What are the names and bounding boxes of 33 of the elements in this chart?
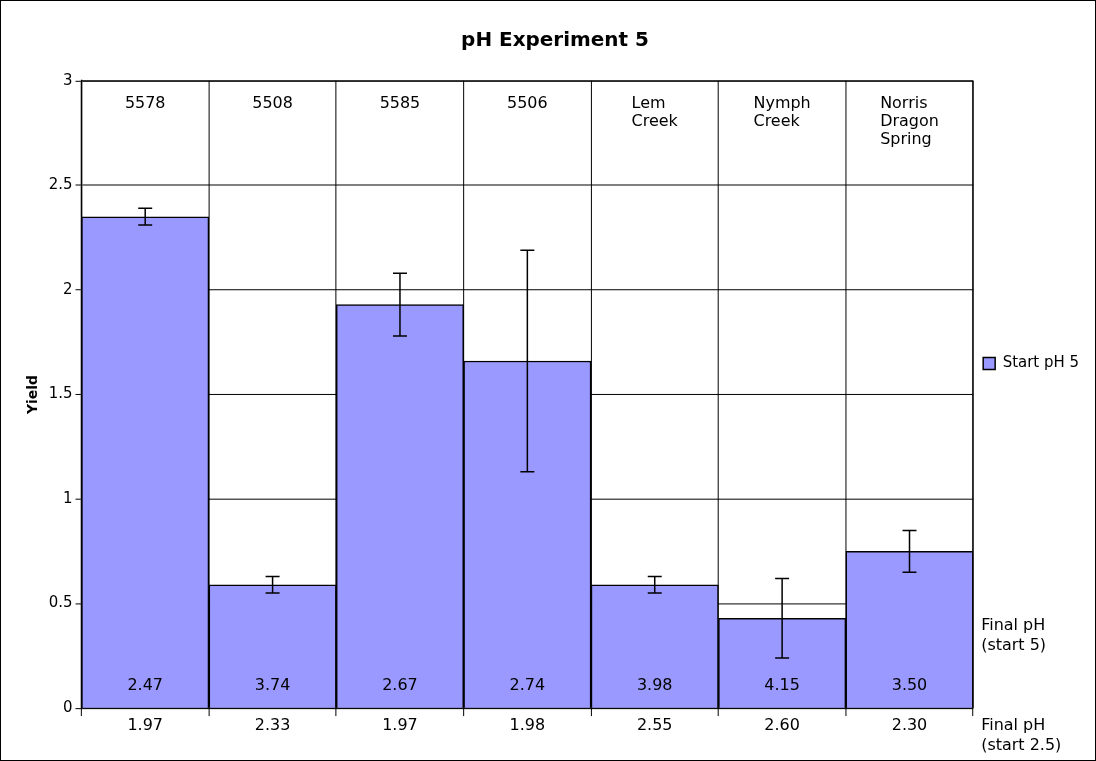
text: 1.97: [382, 715, 418, 735]
y-tick-label: 2.5: [48, 175, 73, 194]
annotation: 3.98: [636, 675, 673, 695]
x-tick-label: 5508: [252, 92, 293, 112]
y-tick-label: 3: [63, 70, 73, 89]
annotation: 2.74: [509, 675, 546, 695]
x-tick-label: 5585: [379, 92, 421, 112]
text: 2.33: [254, 715, 291, 735]
text: Final pH (start 2.5): [981, 715, 1062, 755]
text: 2.60: [764, 715, 800, 735]
x-tick-label: Norris Dragon Spring: [880, 92, 939, 148]
text: 2.30: [891, 715, 928, 735]
text: 2.55: [636, 715, 673, 735]
annotation: 4.15: [764, 675, 800, 695]
annotation: 2.47: [127, 675, 163, 695]
x-tick-label: Nymph Creek: [753, 92, 811, 130]
y-tick-label: 0.5: [48, 593, 73, 612]
legend-label: Start pH 5: [1002, 353, 1079, 372]
annotation: 3.74: [254, 675, 291, 695]
y-tick-label: 1.5: [48, 384, 73, 403]
y-tick-label: 2: [63, 279, 73, 298]
text: Final pH (start 5): [981, 615, 1047, 655]
y-tick-label: 1: [63, 488, 73, 507]
annotation: 3.50: [891, 675, 928, 695]
chart-title: pH Experiment 5: [461, 27, 649, 52]
y-axis-title: Yield: [23, 374, 40, 416]
annotation: 2.67: [382, 675, 418, 695]
x-tick-label: 5506: [507, 92, 548, 112]
x-tick-label: 5578: [124, 92, 166, 112]
x-tick-label: Lem Creek: [631, 92, 679, 130]
y-tick-label: 0: [63, 698, 73, 717]
text: 1.98: [509, 715, 546, 735]
text: 1.97: [127, 715, 163, 735]
